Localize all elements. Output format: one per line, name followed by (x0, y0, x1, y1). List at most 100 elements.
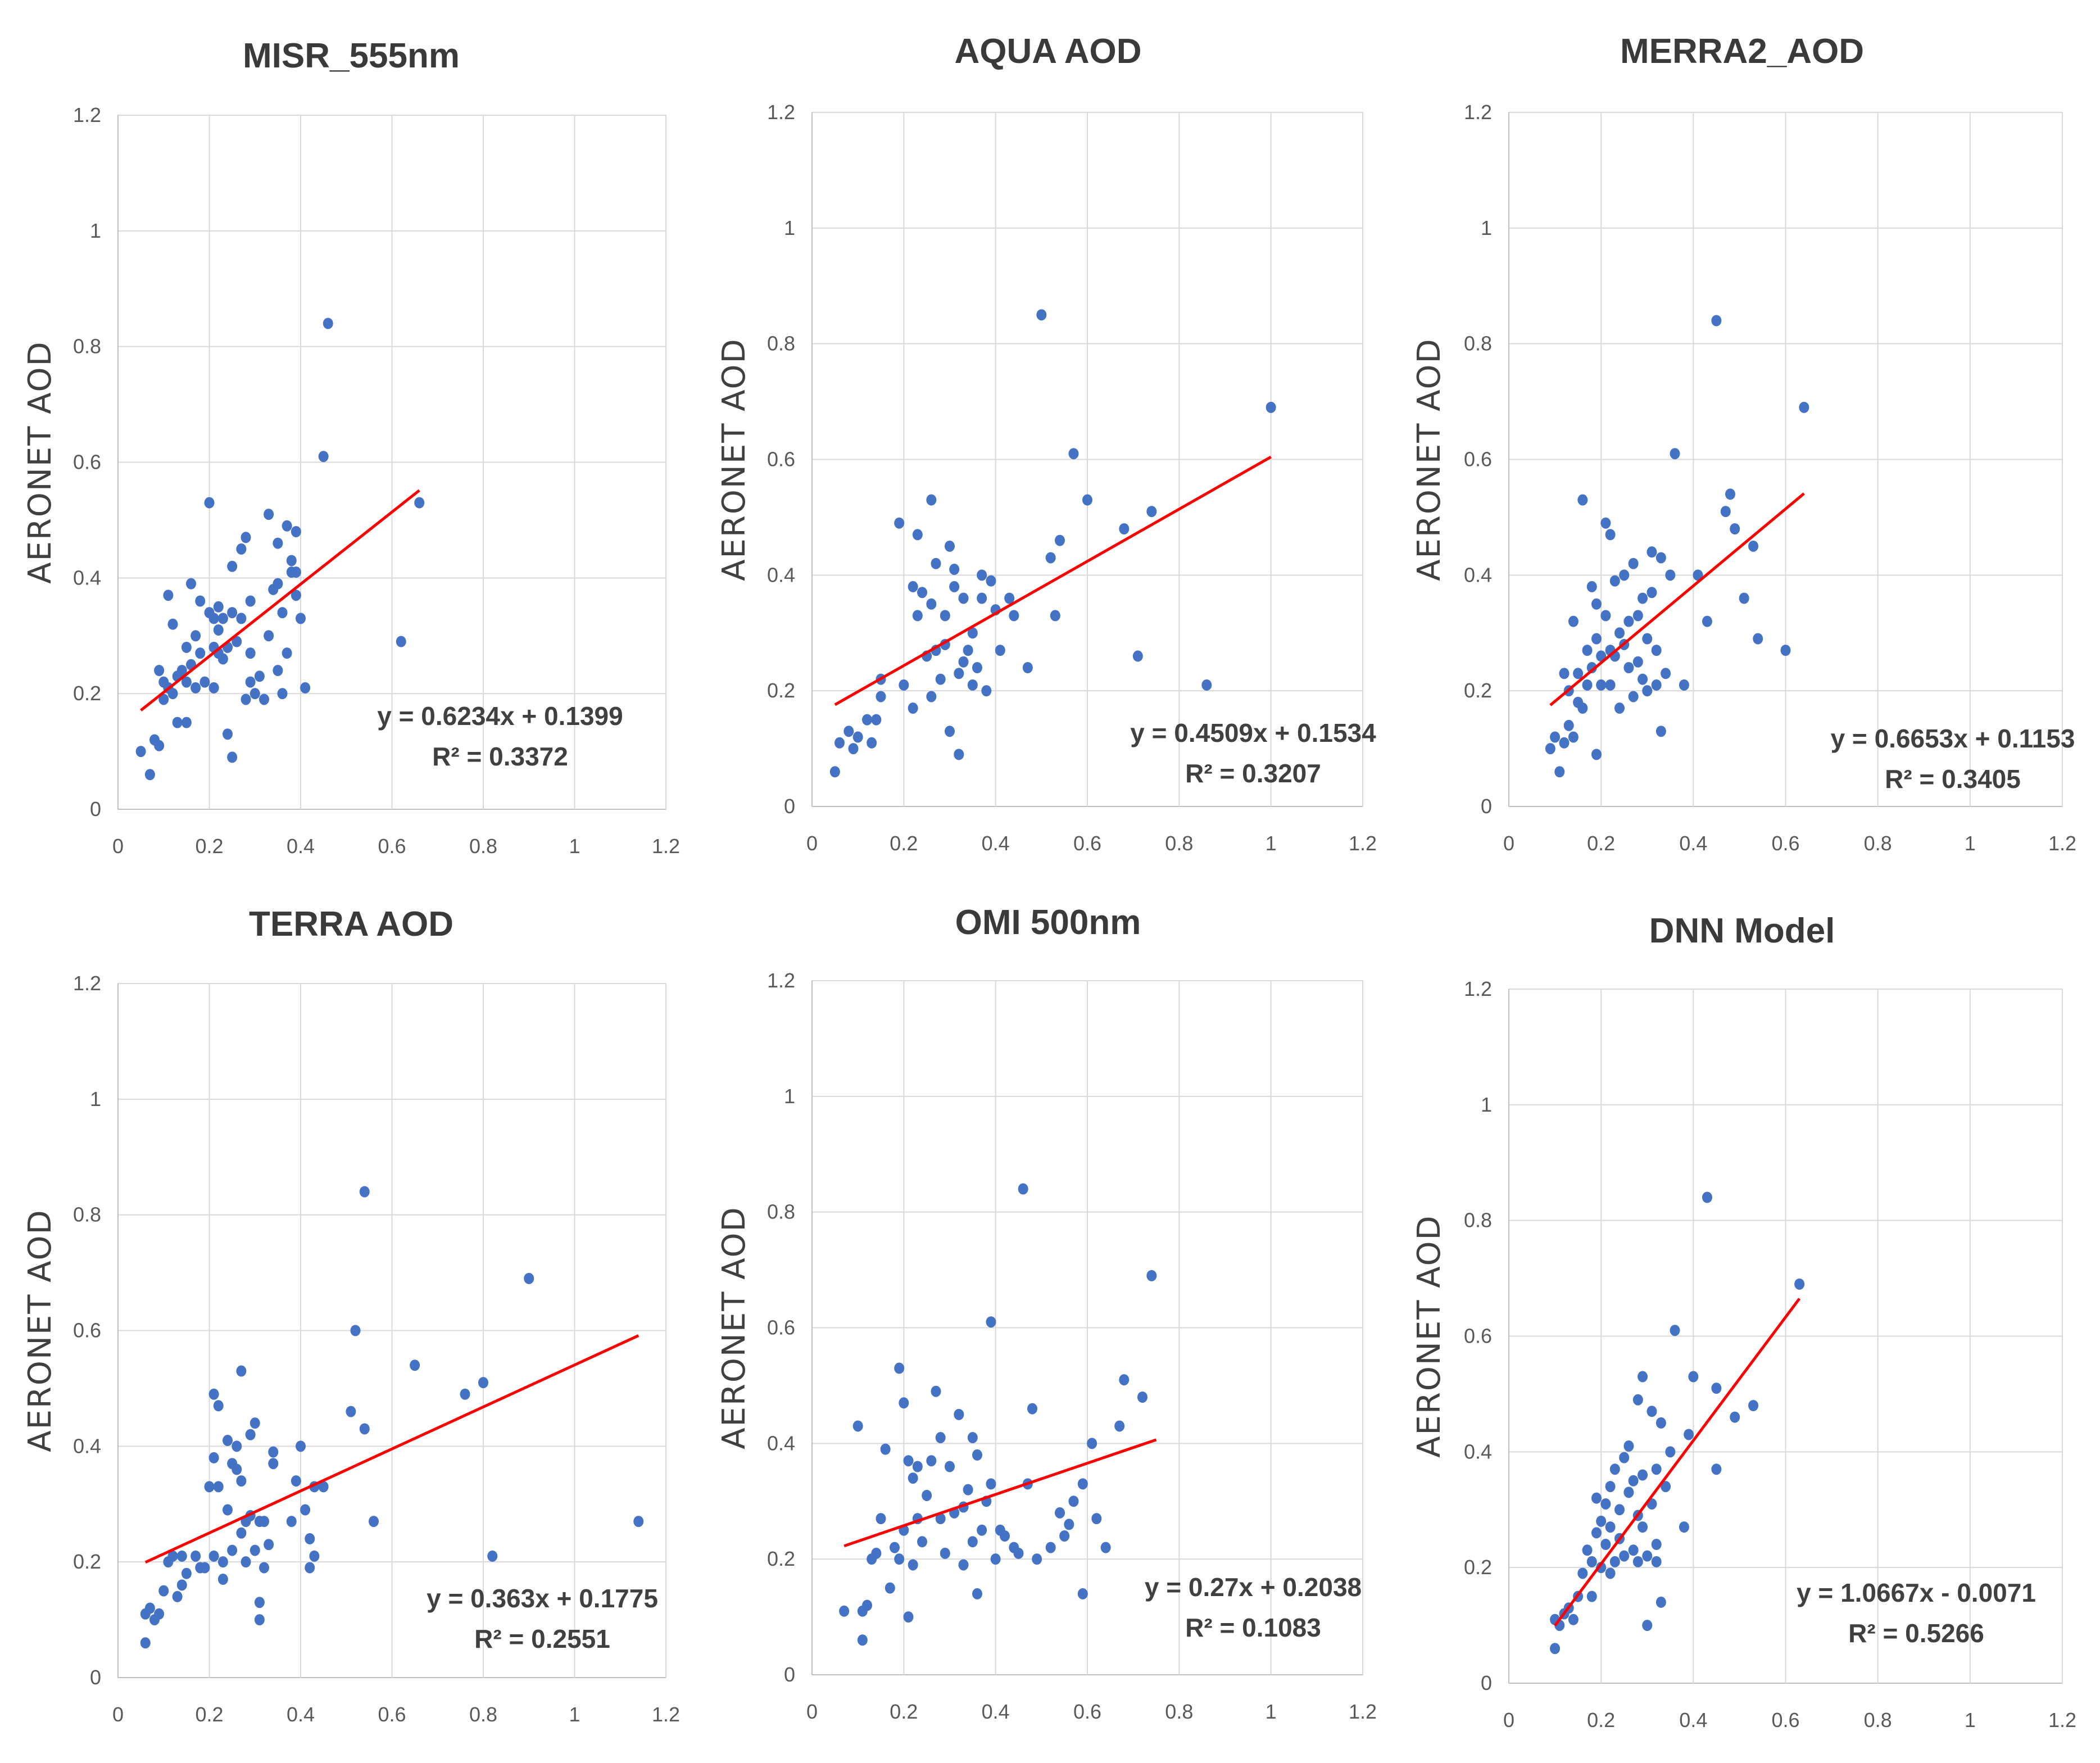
data-point (1623, 1440, 1634, 1452)
data-point (167, 618, 178, 630)
data-point (926, 598, 937, 610)
data-point (1568, 731, 1579, 743)
data-point (852, 1420, 863, 1432)
trendline-equation: y = 0.4509x + 0.1534 (1130, 718, 1376, 747)
data-point (282, 647, 292, 659)
data-point (268, 1446, 279, 1458)
data-point (1748, 1400, 1759, 1411)
data-point (967, 627, 978, 639)
data-point (945, 726, 955, 737)
data-point (1591, 598, 1602, 610)
data-point (1647, 1406, 1657, 1417)
data-point (135, 746, 146, 758)
y-tick-label: 0.6 (767, 448, 795, 471)
data-point (524, 1272, 534, 1284)
x-tick-label: 0.4 (982, 1700, 1010, 1723)
data-point (990, 1553, 1001, 1565)
data-point (396, 636, 406, 647)
data-point (1577, 494, 1588, 506)
trendline-equation: y = 1.0667x - 0.0071 (1797, 1578, 2036, 1607)
data-point (1577, 1567, 1588, 1579)
data-point (176, 665, 187, 676)
y-tick-label: 0 (784, 795, 795, 818)
x-tick-label: 0.2 (890, 832, 918, 855)
data-point (291, 590, 301, 601)
data-point (1647, 587, 1657, 599)
data-point (305, 1562, 315, 1574)
x-tick-label: 0.6 (1073, 1700, 1101, 1723)
data-point (250, 1417, 260, 1429)
y-tick-label: 0.8 (73, 335, 101, 358)
data-point (277, 607, 288, 619)
data-point (1642, 633, 1653, 645)
y-tick-label: 0.8 (1464, 1209, 1492, 1232)
data-point (995, 645, 1005, 656)
x-tick-label: 0.8 (469, 835, 497, 858)
data-point (880, 1443, 891, 1455)
data-point (1554, 766, 1565, 778)
data-point (236, 1527, 247, 1539)
data-point (1642, 685, 1653, 697)
x-tick-label: 0.4 (1679, 832, 1707, 855)
data-point (296, 1440, 306, 1452)
y-tick-label: 0 (90, 1666, 101, 1689)
data-point (199, 1562, 210, 1574)
data-point (223, 728, 233, 740)
data-point (268, 1458, 279, 1470)
data-point (1693, 569, 1703, 581)
data-point (1638, 1371, 1648, 1383)
data-point (208, 682, 219, 694)
data-point (967, 1432, 978, 1444)
x-tick-label: 0.2 (890, 1700, 918, 1723)
data-point (232, 636, 242, 647)
data-point (1119, 523, 1130, 534)
data-point (195, 647, 206, 659)
data-point (254, 1614, 265, 1626)
data-point (309, 1550, 320, 1562)
data-point (305, 1533, 315, 1544)
data-point (227, 560, 238, 572)
trendline (843, 1438, 1157, 1548)
y-tick-label: 0.6 (73, 1319, 101, 1342)
data-point (1064, 1519, 1074, 1530)
data-point (1628, 558, 1639, 569)
x-tick-label: 0.4 (1679, 1708, 1707, 1732)
data-point (140, 1637, 151, 1649)
y-tick-label: 1 (1481, 1093, 1492, 1116)
data-point (1730, 1411, 1740, 1423)
data-point (1563, 719, 1574, 731)
data-point (1753, 633, 1763, 645)
data-point (1780, 645, 1791, 656)
data-point (967, 1536, 978, 1548)
data-point (1013, 1547, 1024, 1559)
data-point (291, 526, 301, 537)
data-point (1711, 1463, 1722, 1475)
y-axis-label: AERONET AOD (22, 1209, 58, 1452)
data-point (1684, 1429, 1694, 1440)
data-point (181, 641, 192, 653)
data-point (977, 1524, 987, 1536)
data-point (1596, 679, 1607, 691)
data-point (217, 1556, 228, 1568)
data-point (958, 592, 969, 604)
trendline (144, 1334, 639, 1564)
data-point (1711, 315, 1722, 327)
data-point (259, 1516, 269, 1528)
data-point (227, 607, 238, 619)
x-tick-label: 1 (1266, 832, 1277, 855)
data-point (410, 1359, 420, 1371)
data-point (1600, 1498, 1611, 1510)
data-point (1665, 569, 1676, 581)
y-tick-label: 0.4 (767, 563, 795, 586)
data-point (1609, 575, 1620, 587)
data-point (1201, 679, 1212, 691)
data-point (1670, 1325, 1680, 1336)
data-point (167, 1550, 178, 1562)
data-point (213, 1400, 224, 1412)
trendline (140, 489, 420, 711)
data-point (291, 1475, 301, 1487)
data-point (949, 581, 960, 592)
data-point (191, 1550, 201, 1562)
y-tick-label: 1.2 (767, 969, 795, 992)
x-tick-label: 1 (569, 1703, 580, 1726)
